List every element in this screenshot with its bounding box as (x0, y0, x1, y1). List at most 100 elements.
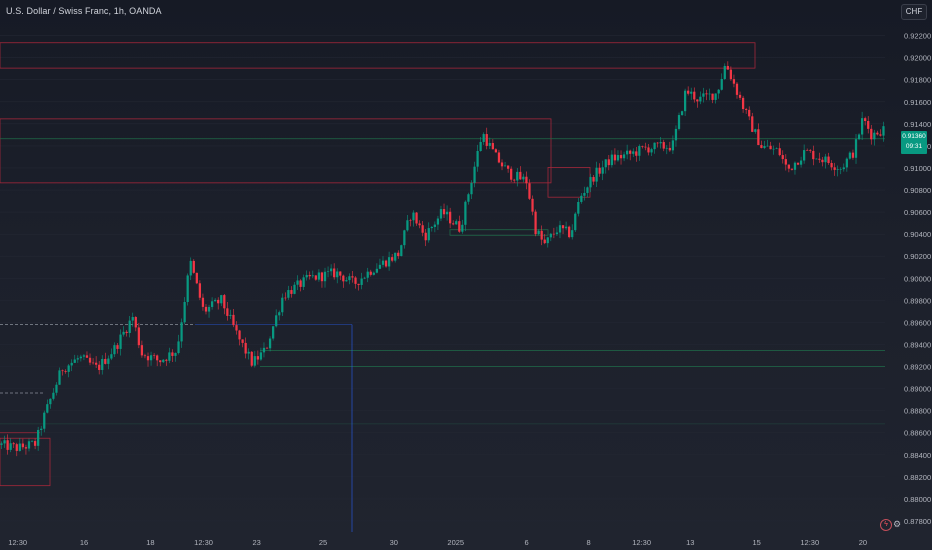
candle-body (119, 334, 122, 349)
candle-body (757, 129, 760, 146)
price-tick-label: 0.88600 (904, 429, 931, 438)
candle-body (732, 79, 736, 84)
candle-body (229, 314, 232, 316)
candle-body (235, 325, 238, 331)
candle-body (650, 149, 653, 153)
candle-body (528, 183, 531, 199)
candle-body (473, 166, 476, 183)
candle-body (613, 154, 617, 161)
candle-body (604, 159, 607, 168)
candle-body (296, 280, 299, 285)
candle-body (470, 182, 473, 195)
candle-body (421, 225, 424, 233)
price-tick-label: 0.90800 (904, 186, 931, 195)
candle-body (198, 283, 202, 298)
lightning-icon[interactable]: ϟ (880, 519, 892, 531)
candle-body (827, 156, 830, 163)
price-tick-label: 0.90000 (904, 274, 931, 283)
candle-body (186, 275, 189, 302)
candle-body (128, 320, 131, 333)
candle-body (784, 159, 787, 165)
candle-body (430, 226, 433, 229)
candle-body (85, 355, 89, 358)
time-tick-label: 12:30 (194, 538, 213, 547)
candle-body (876, 132, 879, 135)
time-tick-label: 25 (319, 538, 327, 547)
candle-body (201, 297, 205, 307)
candle-body (534, 211, 537, 235)
candle-body (281, 297, 284, 313)
candle-body (803, 150, 806, 161)
time-tick-label: 16 (80, 538, 88, 547)
candle-body (815, 158, 818, 160)
candle-body (720, 78, 723, 90)
candle-body (867, 120, 870, 129)
price-axis[interactable]: 0.922000.920000.918000.916000.914000.912… (904, 32, 931, 526)
candle-body (320, 272, 324, 282)
candle-body (424, 232, 427, 241)
candle-body (177, 341, 180, 353)
candle-body (403, 230, 406, 246)
candle-body (354, 277, 357, 284)
candle-body (702, 93, 705, 97)
candle-body (491, 143, 494, 150)
candle-body (806, 150, 809, 151)
candle-body (793, 162, 797, 170)
currency-button[interactable]: CHF (901, 4, 927, 20)
candle-body (717, 89, 720, 94)
candle-body (610, 154, 613, 166)
candle-body (412, 212, 415, 221)
zones-layer (0, 42, 885, 532)
candle-body (864, 118, 867, 121)
candle-body (369, 271, 372, 275)
time-tick-label: 12:30 (632, 538, 651, 547)
candle-body (711, 93, 714, 100)
candle-body (769, 145, 772, 150)
candle-body (476, 150, 479, 167)
candle-body (238, 330, 241, 340)
time-tick-label: 18 (146, 538, 154, 547)
candle-body (882, 126, 885, 136)
candle-body (293, 284, 296, 294)
candle-body (543, 239, 546, 244)
candle-body (751, 116, 754, 132)
last-price-label: 0.91360 09:31 (901, 131, 927, 154)
candle-body (449, 211, 452, 224)
price-tick-label: 0.88000 (904, 495, 931, 504)
candle-body (183, 301, 186, 323)
candle-body (302, 277, 305, 287)
gear-icon[interactable]: ⚙ (893, 519, 902, 529)
candle-body (333, 268, 336, 278)
candle-body (626, 150, 629, 155)
candle-body (387, 257, 391, 267)
time-tick-label: 12:30 (800, 538, 819, 547)
candle-body (683, 90, 687, 112)
candle-body (27, 441, 31, 449)
candle-body (6, 440, 9, 450)
candle-body (503, 165, 507, 167)
time-axis[interactable]: 12:30 16 18 12:30 23 25 30 2025 6 8 12:30 13 15 12:30… (8, 538, 867, 547)
candle-body (461, 224, 464, 232)
candle-body (345, 280, 348, 282)
candle-body (192, 260, 195, 273)
candle-body (15, 444, 18, 451)
candle-body (729, 69, 733, 80)
time-tick-label: 23 (252, 538, 260, 547)
price-tick-label: 0.91600 (904, 98, 931, 107)
candle-body (149, 355, 153, 361)
candle-body (778, 148, 781, 156)
time-tick-label: 20 (859, 538, 867, 547)
price-tick-label: 0.92000 (904, 54, 931, 63)
candle-body (9, 443, 12, 450)
candle-body (323, 271, 327, 282)
candle-body (561, 225, 565, 229)
candle-body (88, 357, 92, 363)
candle-body (12, 443, 15, 445)
candle-body (690, 91, 693, 94)
candle-body (49, 398, 52, 405)
candle-body (485, 134, 488, 146)
candle-body (708, 93, 711, 95)
candle-body (592, 177, 595, 182)
